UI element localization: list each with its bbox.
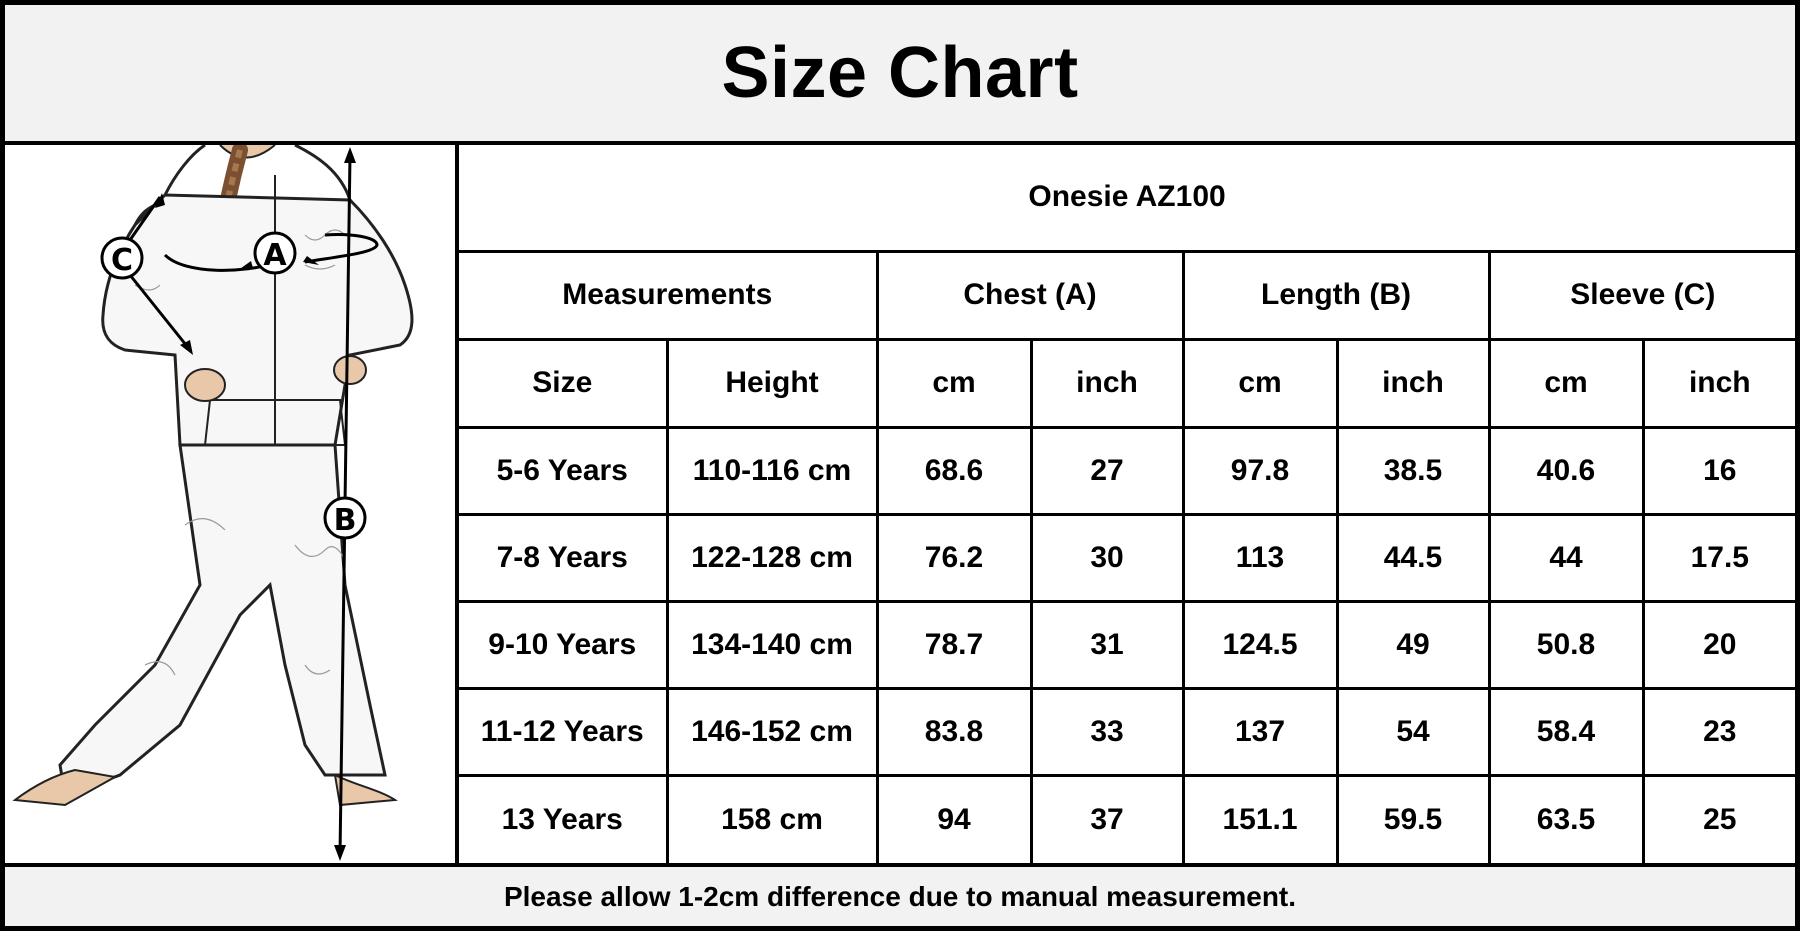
- column-header: inch: [1335, 337, 1491, 429]
- table-row: 7-8 Years 122-128 cm 76.2 30 113 44.5 44…: [459, 512, 1796, 604]
- table-cell: 44: [1487, 512, 1645, 604]
- column-header: cm: [875, 337, 1033, 429]
- table-cell: 76.2: [875, 512, 1033, 604]
- table-cell: 11-12 Years: [459, 687, 669, 778]
- group-header: Measurements: [459, 249, 879, 341]
- product-row: Onesie AZ100: [459, 145, 1796, 253]
- marker-c-icon: [100, 236, 144, 280]
- group-header: Chest (A): [875, 249, 1185, 341]
- table-row: 5-6 Years 110-116 cm 68.6 27 97.8 38.5 4…: [459, 425, 1796, 516]
- table-cell: 146-152 cm: [665, 687, 879, 778]
- column-header: Height: [665, 337, 879, 429]
- table-cell: 31: [1029, 600, 1185, 691]
- table-cell: 44.5: [1335, 512, 1491, 604]
- table-cell: 37: [1029, 774, 1185, 863]
- column-header: inch: [1029, 337, 1185, 429]
- table-cell: 23: [1641, 687, 1796, 778]
- table-cell: 33: [1029, 687, 1185, 778]
- table-cell: 5-6 Years: [459, 425, 669, 516]
- column-header: inch: [1641, 337, 1796, 429]
- footer-note: Please allow 1-2cm difference due to man…: [503, 880, 1297, 912]
- unit-header-row: Size Height cm inch cm inch cm inch: [459, 337, 1796, 429]
- marker-a-icon: [253, 231, 297, 275]
- table-cell: 54: [1335, 687, 1491, 778]
- table-cell: 78.7: [875, 600, 1033, 691]
- table-row: 9-10 Years 134-140 cm 78.7 31 124.5 49 5…: [459, 600, 1796, 691]
- column-header: cm: [1487, 337, 1645, 429]
- table-cell: 83.8: [875, 687, 1033, 778]
- table-cell: 158 cm: [665, 774, 879, 863]
- table-cell: 124.5: [1181, 600, 1339, 691]
- table-cell: 134-140 cm: [665, 600, 879, 691]
- table-cell: 68.6: [875, 425, 1033, 516]
- product-name: Onesie AZ100: [459, 145, 1796, 253]
- table-cell: 113: [1181, 512, 1339, 604]
- onesie-illustration: A B C: [12, 145, 414, 861]
- size-table-panel: Onesie AZ100 Measurements Chest (A) Leng…: [459, 145, 1796, 863]
- table-cell: 50.8: [1487, 600, 1645, 691]
- table-cell: 13 Years: [459, 774, 669, 863]
- table-cell: 27: [1029, 425, 1185, 516]
- title-bar: Size Chart: [5, 5, 1795, 145]
- marker-c-label: C: [111, 243, 133, 278]
- table-cell: 7-8 Years: [459, 512, 669, 604]
- table-cell: 49: [1335, 600, 1491, 691]
- table-cell: 151.1: [1181, 774, 1339, 863]
- table-cell: 17.5: [1641, 512, 1796, 604]
- table-cell: 110-116 cm: [665, 425, 879, 516]
- table-cell: 9-10 Years: [459, 600, 669, 691]
- table-cell: 94: [875, 774, 1033, 863]
- table-row: 11-12 Years 146-152 cm 83.8 33 137 54 58…: [459, 687, 1796, 778]
- table-cell: 16: [1641, 425, 1796, 516]
- page-title: Size Chart: [721, 33, 1079, 113]
- group-header: Sleeve (C): [1487, 249, 1796, 341]
- footer-bar: Please allow 1-2cm difference due to man…: [5, 863, 1795, 926]
- table-cell: 97.8: [1181, 425, 1339, 516]
- table-cell: 40.6: [1487, 425, 1645, 516]
- measurement-figure: A B C: [5, 145, 459, 863]
- table-cell: 38.5: [1335, 425, 1491, 516]
- column-header: cm: [1181, 337, 1339, 429]
- table-row: 13 Years 158 cm 94 37 151.1 59.5 63.5 25: [459, 774, 1796, 863]
- table-cell: 59.5: [1335, 774, 1491, 863]
- size-table: Onesie AZ100 Measurements Chest (A) Leng…: [459, 145, 1796, 863]
- table-cell: 137: [1181, 687, 1339, 778]
- table-cell: 20: [1641, 600, 1796, 691]
- table-cell: 30: [1029, 512, 1185, 604]
- table-cell: 63.5: [1487, 774, 1645, 863]
- table-cell: 25: [1641, 774, 1796, 863]
- marker-b-label: B: [334, 503, 357, 538]
- column-header: Size: [459, 337, 669, 429]
- marker-a-label: A: [263, 238, 287, 273]
- marker-b-icon: [323, 496, 367, 540]
- table-cell: 122-128 cm: [665, 512, 879, 604]
- group-header: Length (B): [1181, 249, 1491, 341]
- group-header-row: Measurements Chest (A) Length (B) Sleeve…: [459, 249, 1796, 341]
- table-cell: 58.4: [1487, 687, 1645, 778]
